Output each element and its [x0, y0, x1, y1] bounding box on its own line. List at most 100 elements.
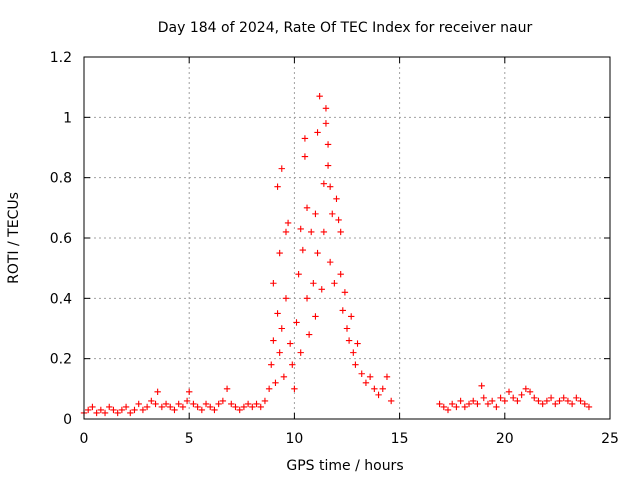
data-point	[510, 394, 517, 402]
data-point	[131, 406, 138, 414]
x-axis-label: GPS time / hours	[286, 458, 403, 474]
data-point	[440, 403, 447, 411]
data-point	[316, 93, 323, 100]
data-point	[215, 400, 222, 408]
data-point	[522, 385, 530, 393]
data-point	[526, 388, 534, 396]
data-point	[122, 403, 130, 411]
data-point	[564, 397, 572, 405]
data-point	[127, 409, 134, 417]
data-point	[175, 400, 182, 408]
data-point	[484, 400, 492, 408]
data-point	[154, 388, 161, 396]
data-point	[488, 397, 496, 405]
data-point	[303, 295, 311, 302]
data-point	[198, 406, 206, 414]
data-point	[453, 403, 460, 411]
data-point	[514, 397, 521, 405]
data-point	[478, 382, 485, 390]
data-point	[343, 325, 351, 332]
data-point	[322, 120, 330, 127]
data-point	[474, 400, 481, 408]
data-point	[560, 394, 567, 402]
data-point	[371, 385, 378, 393]
data-point	[480, 394, 487, 402]
data-point	[143, 403, 151, 411]
data-point	[270, 280, 277, 287]
data-point	[297, 225, 304, 233]
data-point	[326, 258, 334, 266]
data-point	[535, 397, 542, 405]
data-point	[101, 409, 109, 417]
data-point	[278, 165, 285, 172]
y-tick-label: 0.4	[50, 291, 72, 307]
y-tick-label: 1.2	[50, 50, 72, 66]
data-point	[358, 370, 365, 377]
data-point	[118, 406, 126, 414]
data-point	[114, 409, 121, 417]
data-point	[232, 403, 239, 411]
data-point	[289, 361, 296, 368]
data-point	[329, 210, 336, 218]
data-point	[497, 394, 504, 402]
data-point	[366, 373, 374, 380]
data-point	[295, 271, 302, 278]
x-tick-label: 15	[391, 431, 409, 447]
data-point	[85, 406, 92, 414]
data-point	[436, 400, 443, 408]
data-point	[236, 406, 243, 414]
data-point	[333, 195, 340, 202]
data-point	[449, 400, 456, 408]
data-point	[531, 394, 538, 402]
y-tick-label: 0	[63, 412, 72, 428]
data-point	[244, 400, 252, 408]
data-point	[265, 385, 273, 393]
data-point	[171, 406, 178, 414]
data-point	[501, 397, 508, 405]
data-point	[179, 403, 187, 411]
data-point	[387, 397, 395, 405]
data-point	[314, 129, 321, 136]
data-point	[219, 397, 227, 405]
data-point	[310, 280, 317, 287]
data-point	[190, 400, 197, 408]
data-point	[274, 183, 281, 190]
data-point	[312, 210, 319, 218]
data-point	[194, 403, 201, 411]
data-point	[162, 400, 170, 408]
data-point	[335, 216, 342, 224]
data-point	[282, 295, 290, 302]
data-point	[577, 397, 584, 405]
data-point	[354, 340, 361, 347]
data-point	[106, 403, 113, 411]
data-point	[282, 228, 290, 236]
data-point	[152, 400, 159, 408]
data-point	[322, 105, 330, 112]
y-tick-label: 0.6	[50, 231, 72, 247]
data-point	[337, 228, 344, 236]
data-point	[379, 385, 386, 393]
data-point	[110, 406, 117, 414]
data-point	[268, 361, 275, 368]
data-point	[352, 361, 359, 368]
data-point	[297, 349, 304, 356]
data-point	[308, 228, 315, 236]
data-point	[345, 337, 353, 344]
data-point	[320, 180, 328, 187]
y-tick-label: 0.2	[50, 352, 72, 368]
data-point	[274, 310, 281, 317]
data-point	[257, 403, 264, 411]
data-point	[291, 385, 298, 393]
data-point	[556, 397, 563, 405]
data-point	[261, 397, 269, 405]
data-point	[444, 406, 452, 414]
data-points	[80, 93, 593, 417]
data-point	[539, 400, 546, 408]
data-point	[383, 373, 391, 380]
data-point	[93, 409, 100, 417]
data-point	[270, 337, 277, 344]
data-point	[324, 141, 332, 148]
data-point	[202, 400, 210, 408]
y-axis-label: ROTI / TECUs	[6, 192, 22, 284]
